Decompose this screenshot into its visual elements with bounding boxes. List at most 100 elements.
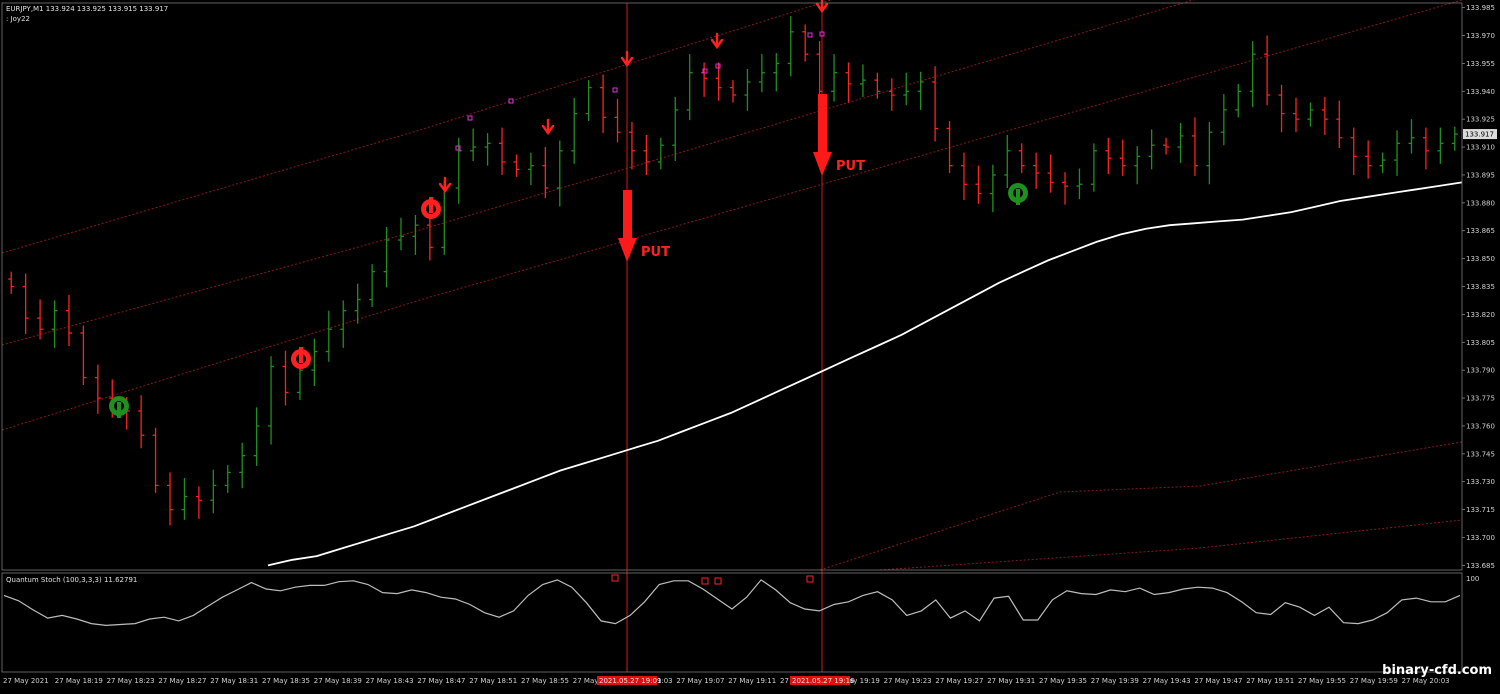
candle — [94, 364, 101, 414]
time-highlight-box — [790, 676, 850, 685]
candle — [1307, 102, 1314, 127]
candle — [614, 98, 621, 143]
candle — [8, 271, 15, 294]
x-tick-label: 27 May 20:03 — [1402, 677, 1450, 685]
candle — [369, 264, 376, 307]
candle — [1379, 152, 1386, 174]
stoch-signal-marker-icon — [714, 577, 722, 585]
candle — [1365, 140, 1372, 179]
x-tick-label: 27 May 18:43 — [366, 677, 414, 685]
candle — [715, 62, 722, 101]
candle — [325, 310, 332, 362]
candle — [80, 325, 87, 386]
x-tick-label: 27 May 18:35 — [262, 677, 310, 685]
ring-stem — [299, 347, 303, 363]
candle — [1235, 83, 1242, 118]
y-tick-label: 133.775 — [1466, 395, 1495, 403]
candle — [571, 97, 578, 164]
candle — [1408, 119, 1415, 154]
y-tick-label: 133.895 — [1466, 171, 1495, 179]
y-tick-label: 133.910 — [1466, 144, 1495, 152]
candle — [1105, 137, 1112, 175]
candle — [22, 273, 29, 334]
x-tick-label: 27 May 18:19 — [55, 677, 103, 685]
x-tick-label: 27 May 18:47 — [417, 677, 465, 685]
peak-marker-icon — [467, 115, 473, 121]
candle — [412, 214, 419, 255]
candle — [239, 442, 246, 489]
candle — [917, 71, 924, 110]
x-tick-label: 27 May 2021 — [3, 677, 49, 685]
candle — [167, 472, 174, 526]
y-tick-label: 133.805 — [1466, 339, 1495, 347]
watermark: binary-cfd.com — [1382, 663, 1492, 678]
candle — [383, 227, 390, 288]
put-arrow-shaft — [623, 190, 632, 240]
candle — [1422, 127, 1429, 170]
y-tick-label: 133.880 — [1466, 199, 1495, 207]
candle — [210, 469, 217, 514]
candle — [1220, 94, 1227, 146]
candle — [758, 54, 765, 93]
candle — [1249, 41, 1256, 108]
stochastic-line — [3, 579, 1461, 627]
candle — [946, 121, 953, 174]
x-tick-label: 27 May 19:23 — [884, 677, 932, 685]
sub-plot-frame — [1, 572, 1463, 673]
y-tick-label: 133.970 — [1466, 32, 1495, 40]
x-tick-label: 27 May 19:47 — [1194, 677, 1242, 685]
time-highlight-label: 2021.05.27 19:16 — [792, 677, 855, 685]
candle — [672, 96, 679, 162]
candle — [1177, 122, 1184, 163]
candle — [831, 54, 838, 102]
time-highlight-label: 2021.05.27 19:01 — [599, 677, 661, 685]
y-tick-label: 133.940 — [1466, 88, 1495, 96]
x-tick-label: 27 May 18:31 — [210, 677, 258, 685]
subwindow-scale-top: 100 — [1466, 575, 1479, 583]
candle — [1163, 137, 1170, 155]
put-arrow-shaft — [818, 94, 827, 154]
y-tick-label: 133.685 — [1466, 562, 1495, 570]
put-arrow-icon — [618, 238, 637, 262]
candle — [65, 294, 72, 346]
y-tick-label: 133.730 — [1466, 478, 1495, 486]
candle — [195, 486, 202, 519]
candle — [1033, 152, 1040, 189]
candle — [455, 137, 462, 204]
candle — [138, 395, 145, 449]
candle — [354, 283, 361, 324]
y-tick-label: 133.820 — [1466, 311, 1495, 319]
x-tick-label: 27 May 19:31 — [987, 677, 1035, 685]
candle — [1018, 143, 1025, 174]
y-tick-label: 133.745 — [1466, 450, 1495, 458]
candle — [499, 127, 506, 175]
sell-arrow-icon — [815, 0, 829, 14]
indicator-label: : Joy22 — [6, 15, 30, 23]
peak-marker-icon — [702, 68, 708, 74]
candle — [268, 356, 275, 445]
candle — [628, 121, 635, 170]
candle — [1437, 127, 1444, 164]
sell-arrow-icon — [541, 118, 555, 136]
candle — [1004, 134, 1011, 188]
candle — [1148, 129, 1155, 170]
x-tick-label: 27 May 19:55 — [1298, 677, 1346, 685]
moving-average-line — [267, 181, 1463, 567]
subwindow-label: Quantum Stoch (100,3,3,3) 11.62791 — [6, 576, 137, 584]
x-tick-label: 27 May 19:11 — [728, 677, 776, 685]
sell-arrow-icon — [438, 176, 452, 194]
candle — [975, 165, 982, 204]
peak-marker-icon — [612, 87, 618, 93]
candle — [1451, 126, 1458, 151]
current-price-box — [1463, 129, 1497, 140]
candle — [253, 407, 260, 466]
candle — [845, 62, 852, 103]
y-tick-label: 133.985 — [1466, 4, 1495, 12]
stoch-signal-marker-icon — [611, 574, 619, 582]
candle — [1047, 154, 1054, 193]
candle — [282, 350, 289, 406]
y-tick-label: 133.700 — [1466, 534, 1495, 542]
candle — [1206, 121, 1213, 185]
candle — [657, 137, 664, 170]
